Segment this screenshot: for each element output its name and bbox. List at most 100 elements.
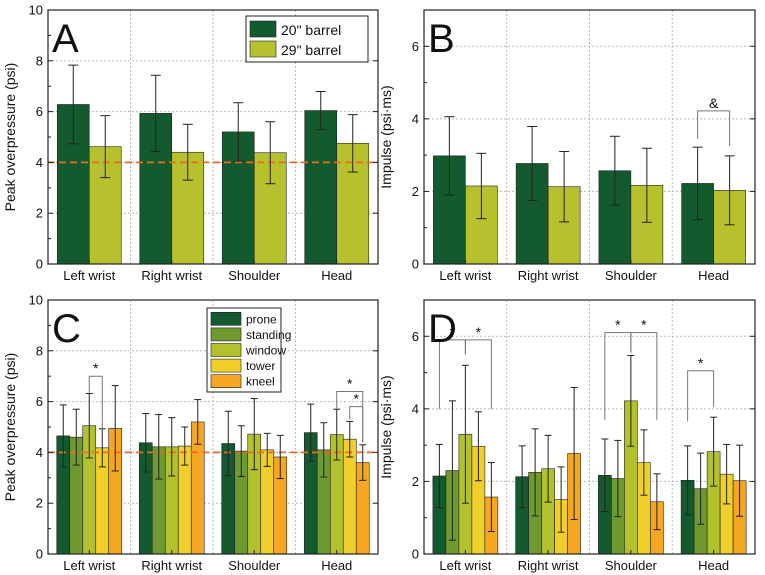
error-bar — [68, 64, 79, 145]
y-tick-label: 2 — [36, 496, 43, 511]
legend-label: window — [245, 344, 286, 358]
y-tick-label: 8 — [36, 343, 43, 358]
error-bar — [627, 355, 635, 447]
error-bar — [111, 385, 119, 472]
legend-label: prone — [246, 312, 277, 326]
y-tick-label: 4 — [36, 155, 43, 170]
legend-swatch-window — [210, 343, 242, 357]
x-tick-label: Head — [321, 268, 352, 283]
error-bar — [142, 413, 150, 473]
error-bar — [570, 386, 578, 521]
significance-bracket: * — [687, 355, 715, 422]
significance-label: * — [641, 317, 647, 333]
legend-label: 29" barrel — [281, 42, 341, 58]
axes-frame — [423, 9, 756, 265]
error-bar — [307, 403, 315, 462]
panel-b: & 0 2 4 6 Left wrist Right wrist Shoulder Head Im… — [378, 9, 756, 283]
significance-bracket: * — [88, 360, 103, 430]
error-bar — [263, 432, 271, 467]
error-bar — [614, 439, 622, 518]
y-tick-label: 10 — [29, 293, 43, 308]
y-tick-label: 6 — [412, 39, 419, 54]
y-tick-label: 8 — [36, 53, 43, 68]
error-bar — [609, 135, 620, 206]
x-tick-label: Right wrist — [518, 558, 579, 573]
error-bar — [448, 400, 456, 541]
error-bar — [315, 91, 326, 131]
y-tick-label: 4 — [36, 445, 43, 460]
error-bar — [723, 443, 731, 505]
significance-label: * — [354, 391, 360, 407]
error-bar — [168, 417, 176, 477]
y-tick-label: 6 — [36, 104, 43, 119]
y-tick-label: 10 — [29, 3, 43, 18]
error-bar — [640, 429, 648, 496]
significance-label: * — [347, 375, 353, 391]
panel-d: * * * * * 0 2 4 6 Left wrist Right wrist Shoulder He… — [378, 299, 756, 573]
error-bar — [265, 121, 276, 185]
legend-swatch-barrel29 — [249, 40, 277, 58]
x-tick-label: Left wrist — [439, 268, 491, 283]
error-bar — [155, 414, 163, 480]
y-axis-label: Impulse (psi·ms) — [378, 85, 394, 188]
error-bar — [518, 445, 526, 509]
error-bar — [150, 74, 161, 152]
error-bar — [474, 411, 482, 482]
error-bar — [724, 155, 735, 226]
y-tick-label: 6 — [412, 329, 419, 344]
error-bar — [710, 416, 718, 487]
x-tick-label: Shoulder — [228, 268, 281, 283]
error-bar — [346, 420, 354, 458]
panel-a: 0 2 4 6 8 10 Left wrist Right wrist Shoulder Head… — [2, 3, 379, 283]
panel-letter: D — [428, 307, 457, 351]
y-tick-label: 2 — [36, 206, 43, 221]
panel-letter: A — [52, 17, 79, 61]
error-bar — [85, 392, 93, 459]
error-bar — [182, 123, 193, 181]
x-tick-label: Shoulder — [228, 558, 281, 573]
error-bar — [59, 404, 67, 468]
y-tick-label: 2 — [412, 184, 419, 199]
panel-letter: B — [428, 17, 455, 61]
x-tick-label: Head — [698, 558, 729, 573]
error-bar — [736, 444, 744, 517]
x-tick-label: Left wrist — [439, 558, 491, 573]
error-bar — [435, 443, 443, 509]
legend-swatch-prone — [210, 311, 242, 326]
y-axis-label: Impulse (psi·ms) — [378, 375, 394, 478]
legend-label: tower — [246, 359, 275, 373]
x-tick-label: Right wrist — [141, 268, 202, 283]
error-bar — [684, 445, 692, 516]
x-tick-label: Right wrist — [518, 268, 579, 283]
x-tick-label: Left wrist — [63, 268, 115, 283]
legend-label: standing — [246, 328, 291, 342]
error-bar — [559, 151, 570, 223]
error-bar — [72, 408, 80, 466]
error-bar — [100, 115, 111, 179]
error-bar — [461, 364, 469, 504]
error-bar — [347, 114, 358, 173]
y-tick-label: 6 — [36, 394, 43, 409]
legend-swatch-kneel — [210, 374, 242, 389]
significance-bracket: * — [464, 324, 492, 409]
significance-label: * — [698, 355, 704, 371]
error-bar — [601, 438, 609, 513]
error-bar — [181, 426, 189, 466]
significance-bracket: & — [697, 95, 731, 147]
error-bar — [444, 116, 455, 196]
y-tick-label: 2 — [412, 474, 419, 489]
legend-swatch-tower — [210, 358, 242, 373]
x-tick-label: Shoulder — [605, 558, 658, 573]
x-tick-label: Shoulder — [605, 268, 658, 283]
error-bar — [557, 466, 565, 533]
error-bar — [692, 146, 703, 221]
legend-label: 20" barrel — [281, 22, 341, 38]
x-tick-label: Head — [698, 268, 729, 283]
y-tick-label: 0 — [36, 257, 43, 272]
error-bar — [641, 147, 652, 223]
y-axis-label: Peak overpressure (psi) — [2, 353, 18, 502]
error-bar — [250, 398, 258, 471]
legend-label: kneel — [246, 375, 275, 389]
legend-swatch-standing — [210, 327, 242, 342]
